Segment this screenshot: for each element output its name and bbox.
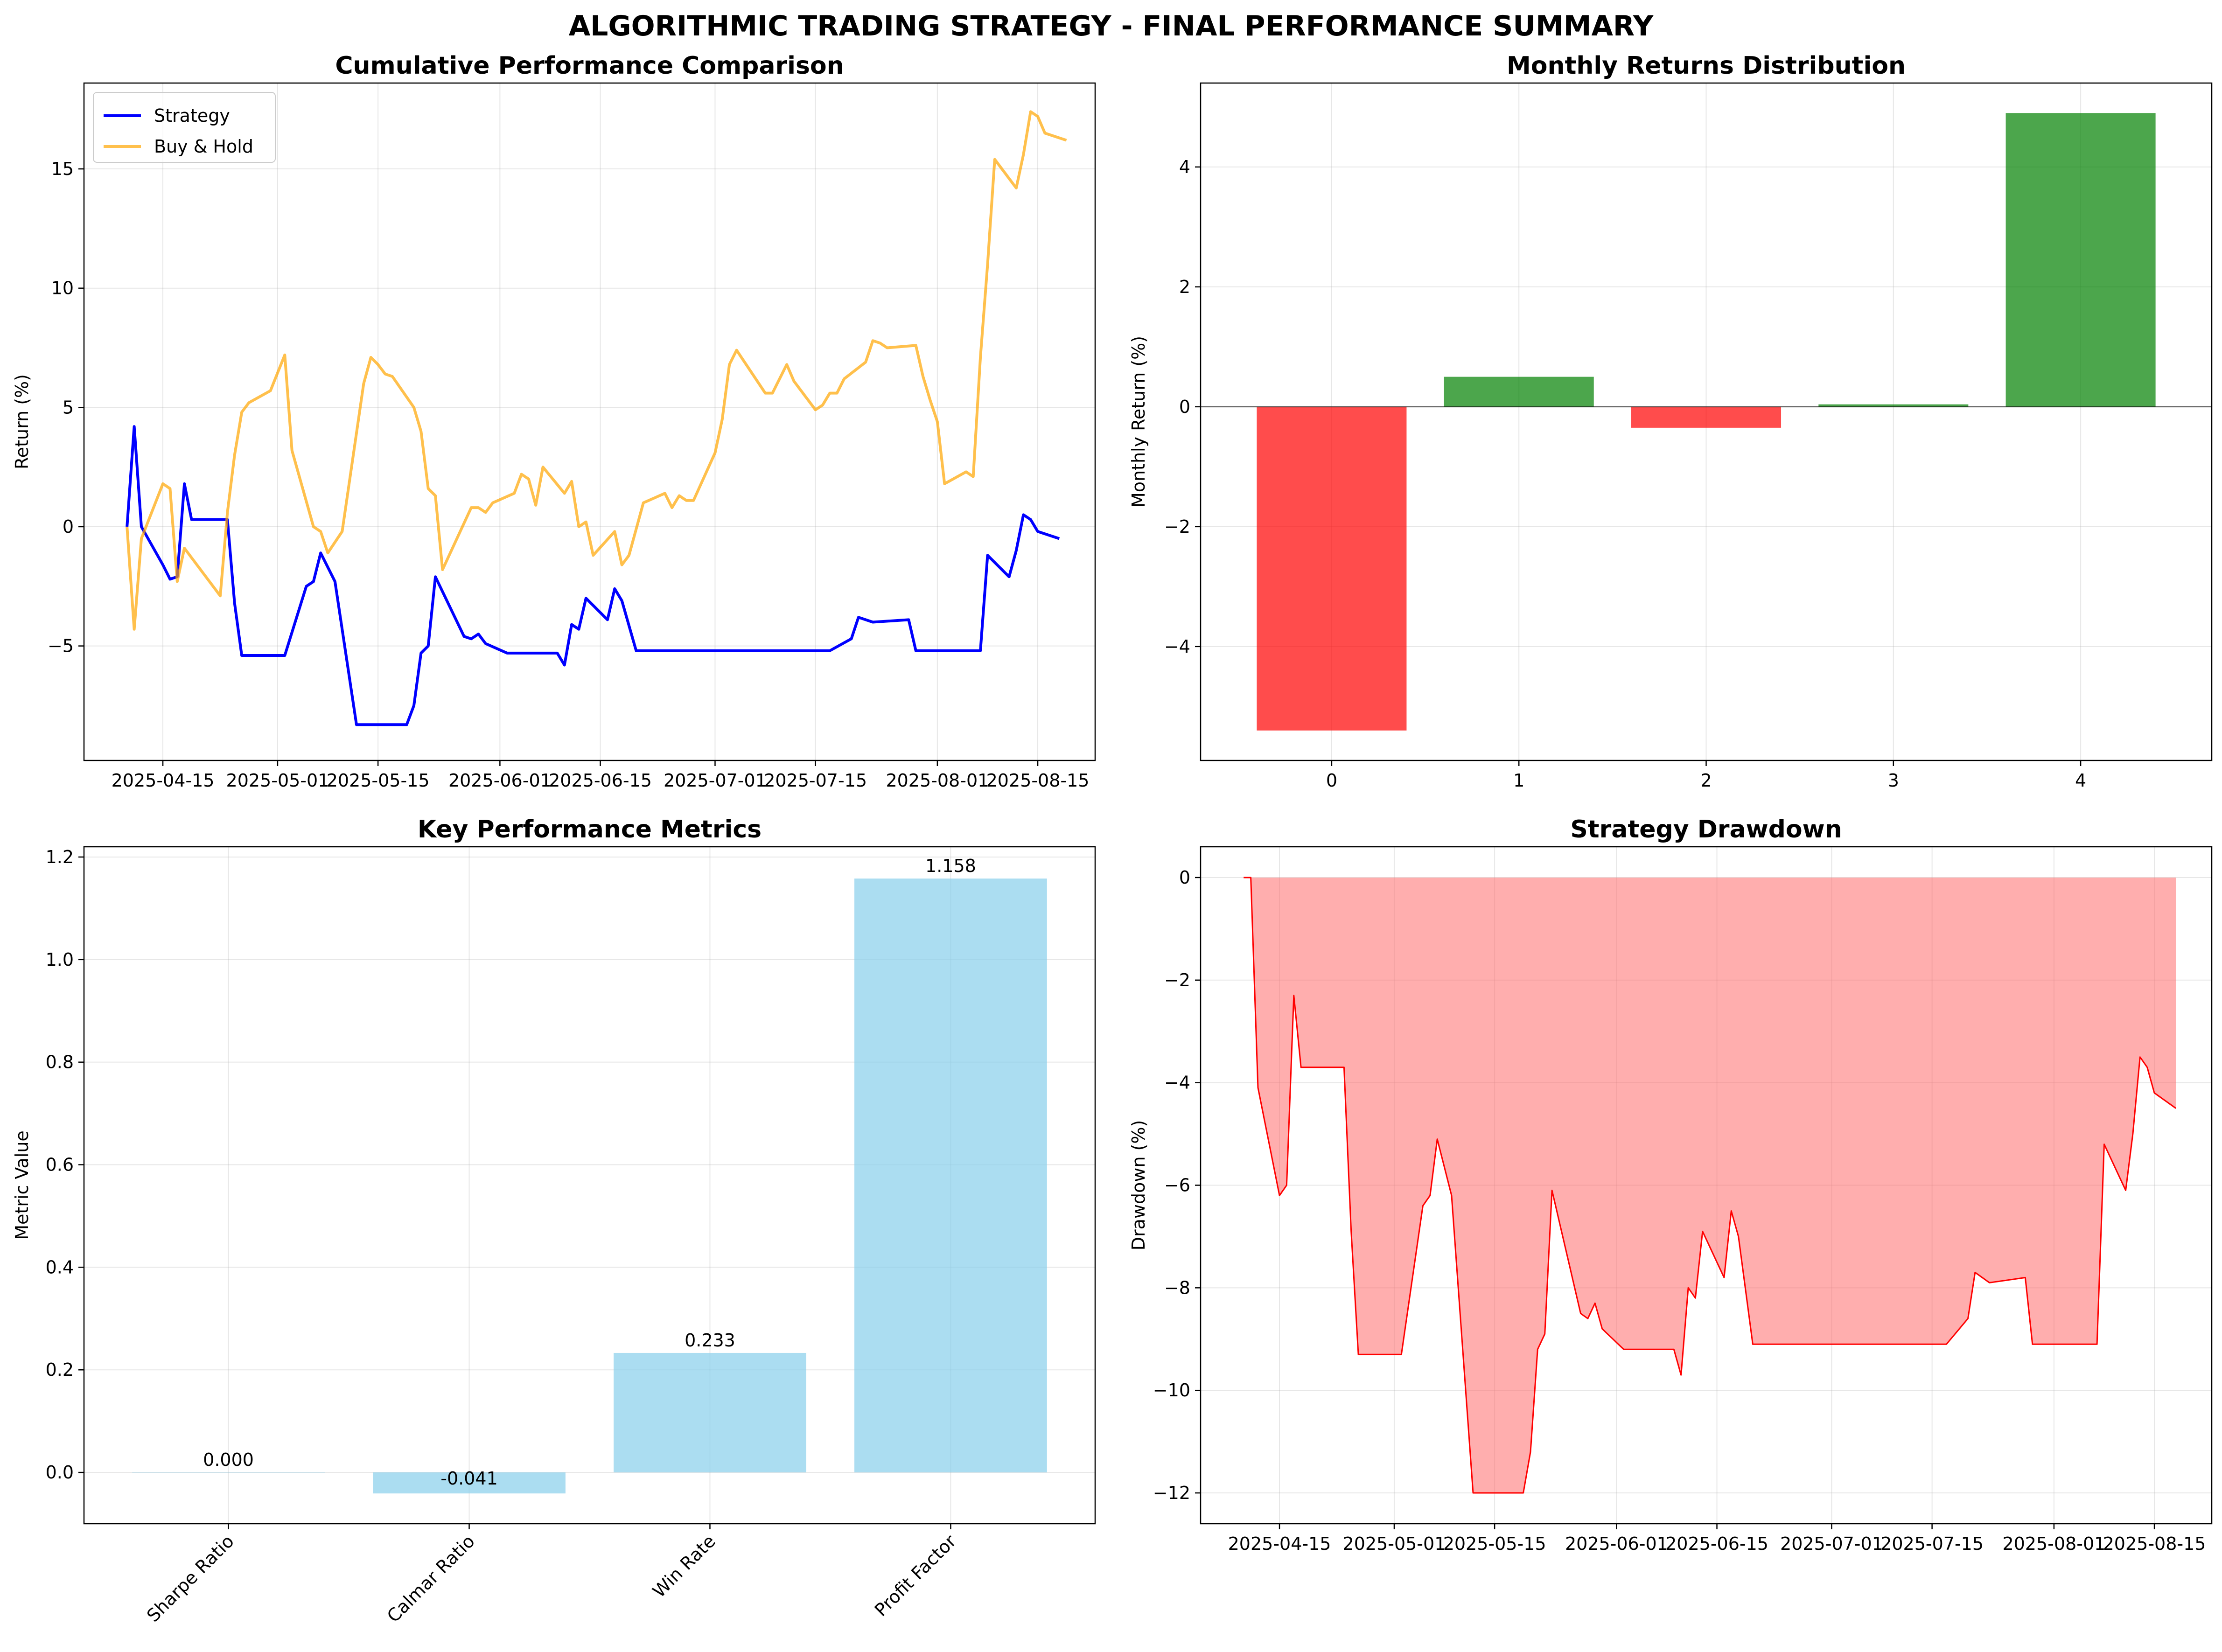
- y-tick-label: −6: [1164, 1175, 1190, 1196]
- y-axis-label: Monthly Return (%): [1128, 336, 1149, 508]
- panel-title: Cumulative Performance Comparison: [335, 52, 844, 80]
- bar-metric-1: [373, 1472, 566, 1494]
- x-tick-label: 4: [2075, 770, 2086, 791]
- y-tick-label: 5: [63, 397, 74, 418]
- x-tick-label: 2025-07-01: [664, 770, 767, 791]
- y-tick-label: 0: [1179, 397, 1190, 417]
- legend-box: [93, 92, 276, 163]
- y-tick-label: −5: [48, 636, 74, 656]
- legend: Strategy Buy & Hold: [93, 92, 276, 163]
- y-tick-label: −8: [1164, 1277, 1190, 1298]
- y-axis-label: Return (%): [12, 374, 32, 469]
- y-axis-label: Metric Value: [12, 1130, 32, 1240]
- y-tick-label: 1.2: [46, 847, 74, 867]
- bar-metric-0: [132, 1472, 325, 1473]
- panel-2: Monthly Returns Distribution Monthly Retu…: [1128, 52, 2213, 791]
- panel-title: Strategy Drawdown: [1570, 816, 1842, 843]
- panel-title: Key Performance Metrics: [418, 816, 762, 843]
- bar-month-4: [2005, 113, 2156, 407]
- figure-suptitle: ALGORITHMIC TRADING STRATEGY - FINAL PER…: [569, 10, 1654, 42]
- axes-frame: [83, 846, 1096, 1525]
- y-tick-label: −2: [1164, 970, 1190, 990]
- bar-value-label: 0.233: [685, 1330, 735, 1351]
- y-axis-label: Drawdown (%): [1128, 1120, 1149, 1251]
- y-tick-label: 0.6: [46, 1155, 74, 1175]
- bar-month-1: [1444, 376, 1594, 407]
- x-tick-label: 0: [1326, 770, 1337, 791]
- x-tick-label: 2025-05-15: [1443, 1534, 1546, 1554]
- x-tick-label: 3: [1888, 770, 1899, 791]
- legend-label: Buy & Hold: [154, 136, 253, 157]
- x-tick-label: 2025-08-15: [986, 770, 1090, 791]
- y-tick-label: 0.2: [46, 1359, 74, 1380]
- axes-frame: [83, 82, 1096, 761]
- y-tick-label: −4: [1164, 1073, 1190, 1093]
- panel-title: Monthly Returns Distribution: [1507, 52, 1906, 80]
- y-tick-label: 0.4: [46, 1257, 74, 1277]
- x-tick-label: 2: [1700, 770, 1712, 791]
- x-tick-label: 2025-04-15: [1228, 1534, 1331, 1554]
- x-tick-label: 2025-08-01: [2002, 1534, 2105, 1554]
- x-tick-label: 2025-05-01: [226, 770, 329, 791]
- bar-month-0: [1257, 406, 1407, 731]
- x-tick-label: 2025-08-01: [886, 770, 989, 791]
- x-tick-label: 2025-05-15: [327, 770, 430, 791]
- y-tick-label: 4: [1179, 157, 1190, 177]
- x-tick-label: 2025-07-15: [764, 770, 867, 791]
- panel-3: Key Performance Metrics Metric Value 0.0 0.…: [12, 816, 1096, 1626]
- axes-frame: [1200, 846, 2213, 1525]
- y-tick-label: 15: [51, 159, 74, 179]
- bar-value-label: 0.000: [203, 1450, 254, 1470]
- y-tick-label: −2: [1164, 516, 1190, 537]
- x-tick-label: 2025-06-15: [1665, 1534, 1768, 1554]
- y-tick-label: 1.0: [46, 949, 74, 970]
- x-tick-label: 2025-06-01: [1565, 1534, 1668, 1554]
- x-tick-label: 2025-08-15: [2103, 1534, 2206, 1554]
- y-tick-label: 0.0: [46, 1462, 74, 1483]
- x-tick-label: 2025-07-01: [1780, 1534, 1883, 1554]
- y-tick-label: 10: [51, 278, 74, 299]
- axes-frame: [1200, 82, 2213, 761]
- drawdown-line: [1244, 877, 2177, 1494]
- x-tick-label: 2025-04-15: [112, 770, 215, 791]
- series-line-strategy: [126, 425, 1060, 726]
- x-tick-label: 2025-06-01: [448, 770, 552, 791]
- bar-value-label: -0.041: [440, 1468, 498, 1489]
- bar-month-3: [1818, 404, 1969, 407]
- y-tick-label: 2: [1179, 277, 1190, 297]
- panel-4: Strategy Drawdown Drawdown (%) −12 −10 −8 −6 −…: [1128, 816, 2213, 1554]
- y-tick-label: −4: [1164, 636, 1190, 657]
- x-tick-label: 2025-06-15: [549, 770, 652, 791]
- bar-month-2: [1631, 406, 1782, 428]
- y-tick-label: 0: [63, 516, 74, 537]
- x-tick-label: 2025-07-15: [1880, 1534, 1984, 1554]
- y-tick-label: 0: [1179, 867, 1190, 888]
- bar-metric-3: [854, 878, 1047, 1473]
- legend-label: Strategy: [154, 105, 230, 126]
- drawdown-area: [1244, 878, 2176, 1493]
- x-tick-label: 2025-05-01: [1343, 1534, 1446, 1554]
- x-tick-label: 1: [1513, 770, 1524, 791]
- y-tick-label: −12: [1153, 1483, 1190, 1503]
- y-tick-label: −10: [1153, 1380, 1190, 1401]
- bar-metric-2: [614, 1352, 806, 1473]
- panel-1: Cumulative Performance Comparison Return …: [12, 52, 1096, 791]
- bar-value-label: 1.158: [925, 856, 976, 876]
- series-line-buy-and-hold: [126, 110, 1067, 631]
- y-tick-label: 0.8: [46, 1052, 74, 1073]
